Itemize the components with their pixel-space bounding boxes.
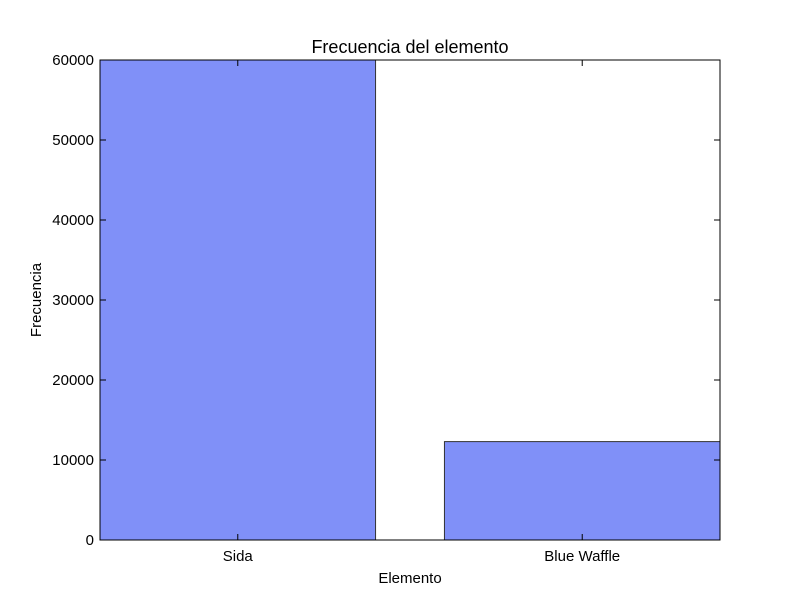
y-tick-label: 40000 — [52, 212, 94, 229]
bars-group — [99, 59, 721, 541]
y-tick-label: 20000 — [52, 372, 94, 389]
y-tick-label: 60000 — [52, 52, 94, 69]
x-axis-label: Elemento — [378, 570, 441, 587]
y-tick-label: 10000 — [52, 452, 94, 469]
y-tick-label: 0 — [86, 532, 94, 549]
bar-sida — [99, 59, 377, 541]
chart-title: Frecuencia del elemento — [311, 37, 508, 57]
x-tick-label: Sida — [223, 548, 254, 565]
y-tick-label: 30000 — [52, 292, 94, 309]
y-axis-label: Frecuencia — [28, 262, 45, 337]
x-axis-ticks: Sida Blue Waffle — [223, 60, 620, 565]
bar-blue-waffle — [443, 441, 721, 541]
plot-frame — [99, 59, 721, 541]
x-tick-label: Blue Waffle — [544, 548, 620, 565]
y-tick-label: 50000 — [52, 132, 94, 149]
y-axis-ticks: 0 10000 20000 30000 40000 50000 60000 — [52, 52, 720, 549]
